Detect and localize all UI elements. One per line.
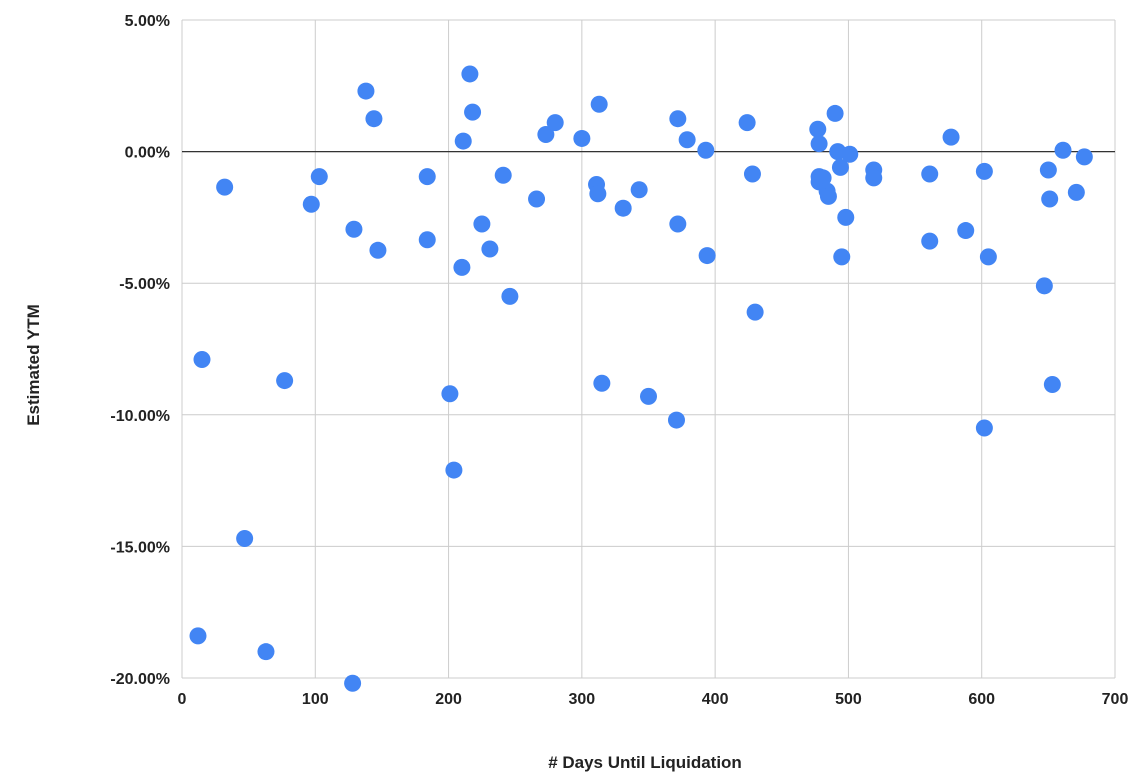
- data-point: [678, 131, 696, 149]
- data-point: [257, 643, 275, 661]
- data-point: [841, 145, 859, 163]
- data-point: [528, 190, 546, 208]
- data-point: [546, 114, 564, 132]
- y-tick-label: -20.00%: [110, 671, 170, 688]
- data-points: [189, 65, 1093, 692]
- data-point: [193, 351, 211, 369]
- data-point: [698, 247, 716, 265]
- x-tick-label: 100: [302, 691, 329, 708]
- x-tick-label: 200: [435, 691, 462, 708]
- data-point: [276, 372, 294, 390]
- data-point: [975, 162, 993, 180]
- data-point: [979, 248, 997, 266]
- data-point: [809, 120, 827, 138]
- data-point: [1041, 190, 1059, 208]
- y-tick-labels: 5.00% 0.00% -5.00% -10.00% -15.00% -20.00%: [110, 13, 170, 688]
- data-point: [1067, 183, 1085, 201]
- data-point: [454, 132, 472, 150]
- data-point: [810, 135, 828, 153]
- data-point: [590, 95, 608, 113]
- data-point: [589, 185, 607, 203]
- data-point: [310, 168, 328, 186]
- data-point: [746, 303, 764, 321]
- data-point: [640, 387, 657, 405]
- data-point: [418, 231, 436, 249]
- y-axis-title: Estimated YTM: [24, 304, 43, 426]
- x-axis-title: # Days Until Liquidation: [548, 753, 742, 772]
- data-point: [669, 215, 687, 233]
- x-tick-labels: 0 100 200 300 400 500 600 700: [178, 691, 1129, 708]
- data-point: [865, 169, 883, 187]
- data-point: [1039, 161, 1057, 179]
- data-point: [464, 103, 482, 121]
- x-tick-label: 300: [569, 691, 596, 708]
- data-point: [344, 674, 362, 692]
- data-point: [921, 165, 939, 183]
- data-point: [1054, 141, 1072, 159]
- data-point: [357, 82, 375, 100]
- data-point: [365, 110, 383, 128]
- data-point: [189, 627, 207, 645]
- y-tick-label: 5.00%: [125, 13, 170, 30]
- data-point: [537, 125, 555, 143]
- data-point: [697, 141, 715, 159]
- data-point: [481, 240, 499, 258]
- x-tick-label: 0: [178, 691, 187, 708]
- data-point: [819, 187, 837, 205]
- data-point: [833, 248, 851, 266]
- y-tick-label: 0.00%: [125, 145, 170, 162]
- data-point: [1075, 148, 1093, 166]
- data-point: [418, 168, 436, 186]
- y-tick-label: -15.00%: [110, 539, 170, 556]
- data-point: [738, 114, 756, 132]
- data-point: [369, 241, 387, 259]
- data-point: [614, 199, 632, 217]
- x-tick-label: 600: [968, 691, 995, 708]
- data-point: [593, 374, 611, 392]
- y-tick-label: -10.00%: [110, 408, 170, 425]
- data-point: [975, 419, 993, 437]
- data-point: [302, 195, 320, 213]
- data-point: [445, 461, 463, 479]
- data-point: [921, 232, 939, 250]
- data-point: [573, 129, 591, 147]
- data-point: [743, 165, 761, 183]
- data-point: [957, 222, 975, 240]
- data-point: [826, 104, 844, 122]
- data-point: [630, 181, 648, 199]
- data-point: [1035, 277, 1053, 295]
- gridlines: [181, 19, 1116, 679]
- data-point: [501, 287, 519, 305]
- data-point: [453, 258, 471, 276]
- data-point: [942, 128, 960, 146]
- data-point: [667, 411, 685, 429]
- data-point: [831, 158, 849, 176]
- data-point: [345, 220, 363, 238]
- data-point: [814, 169, 832, 187]
- data-point: [441, 385, 459, 403]
- y-tick-label: -5.00%: [119, 276, 170, 293]
- data-point: [216, 178, 234, 196]
- data-point: [236, 530, 254, 548]
- x-tick-label: 700: [1102, 691, 1129, 708]
- data-point: [473, 215, 491, 233]
- x-tick-label: 500: [835, 691, 862, 708]
- data-point: [669, 110, 687, 128]
- x-tick-label: 400: [702, 691, 729, 708]
- data-point: [494, 166, 512, 184]
- data-point: [1043, 376, 1061, 394]
- data-point: [461, 65, 479, 83]
- data-point: [837, 208, 855, 226]
